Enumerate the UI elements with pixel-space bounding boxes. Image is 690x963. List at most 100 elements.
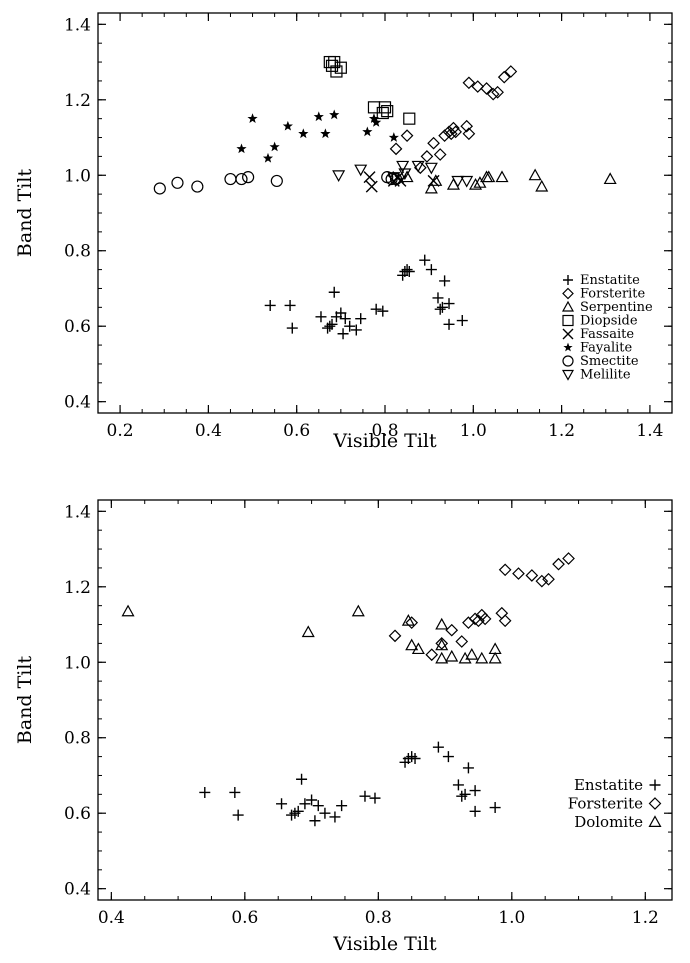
legend-marker-fayalite <box>563 342 573 352</box>
data-point-forsterite <box>498 563 512 577</box>
y-tick-label: 1.0 <box>64 166 91 186</box>
data-point-fayalite <box>329 109 340 120</box>
data-point-enstatite <box>286 322 298 334</box>
data-point-dolomite <box>301 625 315 638</box>
data-point-enstatite <box>452 779 464 791</box>
data-point-smectite <box>171 176 184 189</box>
data-point-enstatite <box>276 798 288 810</box>
data-point-serpentine <box>495 170 509 183</box>
legend-marker-diopside <box>562 314 574 327</box>
data-point-serpentine <box>473 176 487 188</box>
data-point-smectite <box>389 172 403 186</box>
y-tick-label: 1.2 <box>64 578 91 598</box>
data-point-forsterite <box>498 614 512 628</box>
data-point-dolomite <box>435 617 449 630</box>
data-point-forsterite <box>389 142 403 156</box>
data-point-dolomite <box>465 647 479 660</box>
data-point-enstatite <box>337 328 349 340</box>
legend-marker-dolomite <box>648 815 662 827</box>
data-point-fayalite <box>282 120 293 131</box>
data-point-enstatite <box>439 275 451 287</box>
data-point-dolomite <box>445 649 459 662</box>
data-point-enstatite <box>199 786 211 798</box>
data-point-enstatite <box>443 318 455 330</box>
data-point-enstatite <box>456 315 468 327</box>
data-point-smectite <box>385 172 398 186</box>
data-point-fayalite <box>371 117 382 127</box>
data-point-forsterite <box>420 150 434 163</box>
x-tick-label: 1.0 <box>498 908 525 928</box>
data-point-forsterite <box>562 552 575 565</box>
data-point-enstatite <box>436 301 448 313</box>
data-point-forsterite <box>449 125 462 139</box>
data-point-fayalite <box>298 128 309 139</box>
data-point-enstatite <box>335 307 347 319</box>
data-point-forsterite <box>471 80 485 93</box>
data-point-dolomite <box>411 642 425 655</box>
legend-marker-fassaite <box>562 328 574 340</box>
data-point-dolomite <box>121 604 135 617</box>
data-point-diopside <box>403 112 416 125</box>
data-point-forsterite <box>460 119 474 133</box>
data-point-forsterite <box>535 574 549 588</box>
data-point-dolomite <box>401 614 415 626</box>
y-tick-label: 0.8 <box>64 242 91 262</box>
y-tick-label: 1.4 <box>64 15 91 35</box>
data-point-serpentine <box>482 170 496 183</box>
data-point-serpentine <box>446 177 460 190</box>
data-point-diopside <box>330 65 343 78</box>
x-tick-label: 0.4 <box>98 908 125 928</box>
y-tick-label: 0.4 <box>64 880 91 900</box>
data-point-forsterite <box>462 616 475 629</box>
data-point-enstatite <box>329 811 341 823</box>
data-point-enstatite <box>284 299 296 311</box>
chart-1: 0.2 0.4 0.6 0.8 1.0 1.2 1.4 0.4 0.6 0.8 1.0 1.2 1.4 V… <box>14 12 673 452</box>
data-point-enstatite <box>292 805 304 817</box>
data-point-forsterite <box>447 121 460 135</box>
data-point-enstatite <box>359 790 371 802</box>
data-point-enstatite <box>326 318 338 330</box>
data-point-enstatite <box>319 807 331 819</box>
data-point-forsterite <box>478 612 492 626</box>
data-point-melilite <box>332 170 346 182</box>
series-melilite <box>332 160 474 188</box>
legend-label: Melilite <box>580 368 631 383</box>
data-point-forsterite <box>435 637 449 650</box>
y-tick-label: 1.2 <box>64 91 91 111</box>
data-point-forsterite <box>542 572 555 586</box>
data-point-dolomite <box>458 651 472 664</box>
data-point-forsterite <box>495 606 509 620</box>
data-point-dolomite <box>351 604 365 617</box>
data-point-smectite <box>235 172 248 186</box>
data-point-enstatite <box>336 800 348 812</box>
x-axis-title: Visible Tilt <box>332 933 437 955</box>
data-point-forsterite <box>405 616 419 629</box>
y-tick-label: 1.0 <box>64 653 91 673</box>
data-point-enstatite <box>377 305 389 317</box>
data-point-enstatite <box>355 313 367 325</box>
data-point-enstatite <box>369 792 381 804</box>
data-point-forsterite <box>504 65 518 78</box>
data-point-fayalite <box>269 141 280 152</box>
data-point-forsterite <box>462 76 476 90</box>
data-point-dolomite <box>435 651 449 664</box>
data-point-enstatite <box>312 800 324 812</box>
legend-marker-serpentine <box>561 300 575 312</box>
data-point-enstatite <box>309 815 321 827</box>
data-point-dolomite <box>435 638 449 651</box>
data-point-fayalite <box>388 132 399 142</box>
data-point-serpentine <box>468 177 483 190</box>
x-tick-label: 0.6 <box>231 908 258 928</box>
data-point-forsterite <box>433 148 447 161</box>
legend-label: Enstatite <box>574 776 643 794</box>
data-point-fassaite <box>363 171 376 184</box>
legend-label: Diopside <box>580 314 638 329</box>
series-forsterite <box>389 65 518 175</box>
data-point-enstatite <box>425 264 437 276</box>
data-point-smectite <box>224 172 237 186</box>
y-tick-label: 0.6 <box>64 804 91 824</box>
data-point-enstatite <box>328 286 340 298</box>
data-point-enstatite <box>489 802 501 814</box>
x-axis-title: Visible Tilt <box>332 430 437 452</box>
